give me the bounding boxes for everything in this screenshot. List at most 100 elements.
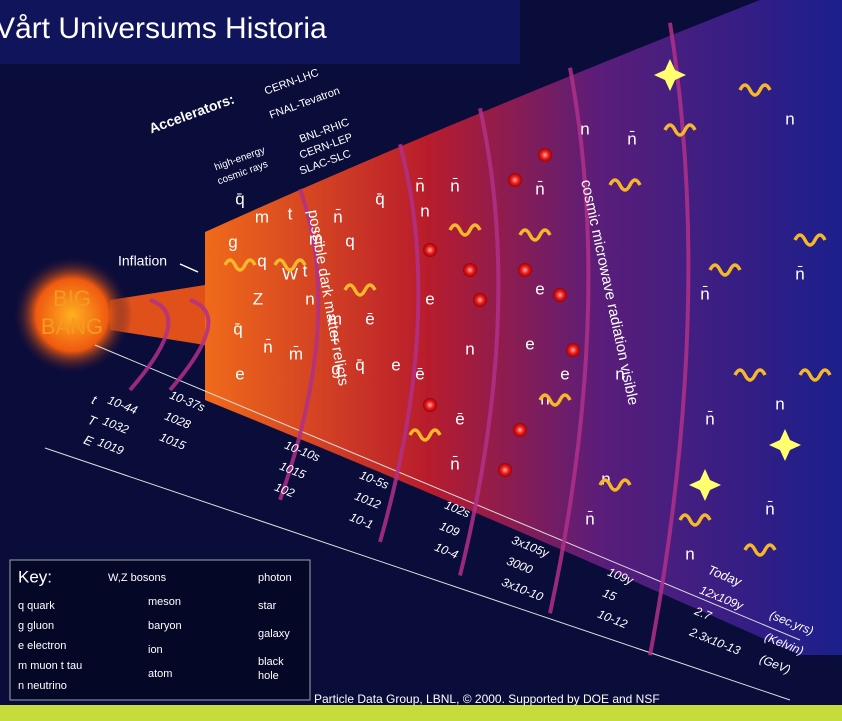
credit: Particle Data Group, LBNL, © 2000. Suppo… — [314, 692, 660, 706]
particle: g — [331, 359, 340, 378]
big-bang: BANG — [41, 314, 103, 339]
particle: q̄ — [235, 189, 244, 208]
inflation-label: Inflation — [118, 253, 167, 269]
particle: n — [540, 389, 549, 408]
ball — [508, 173, 522, 187]
key-item: meson — [148, 596, 181, 608]
particle: q̄ — [233, 319, 242, 338]
photon — [343, 283, 377, 297]
timeline-value: 2.7 — [692, 603, 715, 623]
photon — [798, 368, 832, 382]
particle: n̄ — [333, 207, 342, 226]
ball — [566, 343, 580, 357]
ball — [498, 463, 512, 477]
particle: n̄ — [415, 176, 424, 195]
photon — [733, 368, 767, 382]
ball — [518, 263, 532, 277]
footer-band — [0, 705, 842, 721]
timeline-row-label: t — [90, 392, 100, 408]
key-item: W,Z bosons — [108, 572, 167, 584]
stage-arc — [548, 67, 591, 614]
stage-arc — [278, 188, 321, 501]
key-item: m muon t tau — [18, 660, 82, 672]
key-box — [9, 559, 311, 701]
particle: n̄ — [765, 499, 774, 518]
particle: m — [328, 309, 342, 328]
particle: m̄ — [309, 229, 323, 248]
photon — [408, 428, 442, 442]
photon — [663, 123, 697, 137]
star — [689, 469, 721, 501]
key-item: hole — [258, 670, 279, 682]
photon — [448, 223, 482, 237]
particle: q — [345, 231, 354, 250]
particle: ē — [365, 309, 374, 328]
star — [769, 429, 801, 461]
key-item: baryon — [148, 620, 182, 632]
particle: n — [775, 394, 784, 413]
photon — [608, 178, 642, 192]
particle: n — [420, 201, 429, 220]
photon — [738, 83, 772, 97]
key-item: atom — [148, 668, 172, 680]
particle: ē — [455, 409, 464, 428]
particle: q — [257, 251, 266, 270]
photon — [518, 228, 552, 242]
particle: n — [465, 339, 474, 358]
key-item: q quark — [18, 600, 55, 612]
particle: n — [685, 544, 694, 563]
particle: n̄ — [795, 264, 804, 283]
particle: q̄ — [355, 355, 364, 374]
particle: e — [235, 364, 244, 383]
photon — [538, 393, 572, 407]
key-item: photon — [258, 572, 292, 584]
ball — [538, 148, 552, 162]
key-item: black — [258, 656, 284, 668]
particle: n — [580, 119, 589, 138]
particle: n — [785, 109, 794, 128]
key-item: star — [258, 600, 277, 612]
stage-arc — [648, 22, 691, 656]
title: Vårt Universums Historia — [0, 12, 327, 45]
particle: g — [228, 232, 237, 251]
photon — [273, 258, 307, 272]
particle: t̄ — [332, 329, 338, 348]
key-item: e electron — [18, 640, 66, 652]
particle: n̄ — [700, 284, 709, 303]
particle: ē — [415, 364, 424, 383]
stage-arc — [168, 298, 211, 392]
particle: n̄ — [585, 509, 594, 528]
timeline-edge — [44, 447, 791, 701]
particle: n̄ — [450, 176, 459, 195]
photon — [743, 543, 777, 557]
photon — [708, 263, 742, 277]
stage-arc — [458, 107, 501, 576]
ball — [553, 288, 567, 302]
title-box — [0, 0, 520, 64]
photon — [223, 258, 257, 272]
particle: e — [535, 279, 544, 298]
particle: n — [615, 364, 624, 383]
particle: e — [525, 334, 534, 353]
star — [654, 59, 686, 91]
photon — [793, 233, 827, 247]
inflation-tube — [110, 285, 205, 345]
big-bang-glow — [12, 255, 132, 375]
particle: n̄ — [627, 129, 636, 148]
particle: n̄ — [450, 454, 459, 473]
key-item: galaxy — [258, 628, 290, 640]
inflation-arrow — [179, 263, 199, 273]
particle: m — [255, 207, 269, 226]
key-title: Key: — [18, 567, 52, 586]
particle: n̄ — [705, 409, 714, 428]
ball — [473, 293, 487, 307]
particle: t — [303, 261, 308, 280]
particle: e — [425, 289, 434, 308]
ball — [423, 398, 437, 412]
key-item: ion — [148, 644, 163, 656]
photon — [678, 513, 712, 527]
particle: n — [305, 289, 314, 308]
particle: n̄ — [263, 337, 272, 356]
big-bang: BIG — [53, 286, 91, 311]
ball — [463, 263, 477, 277]
